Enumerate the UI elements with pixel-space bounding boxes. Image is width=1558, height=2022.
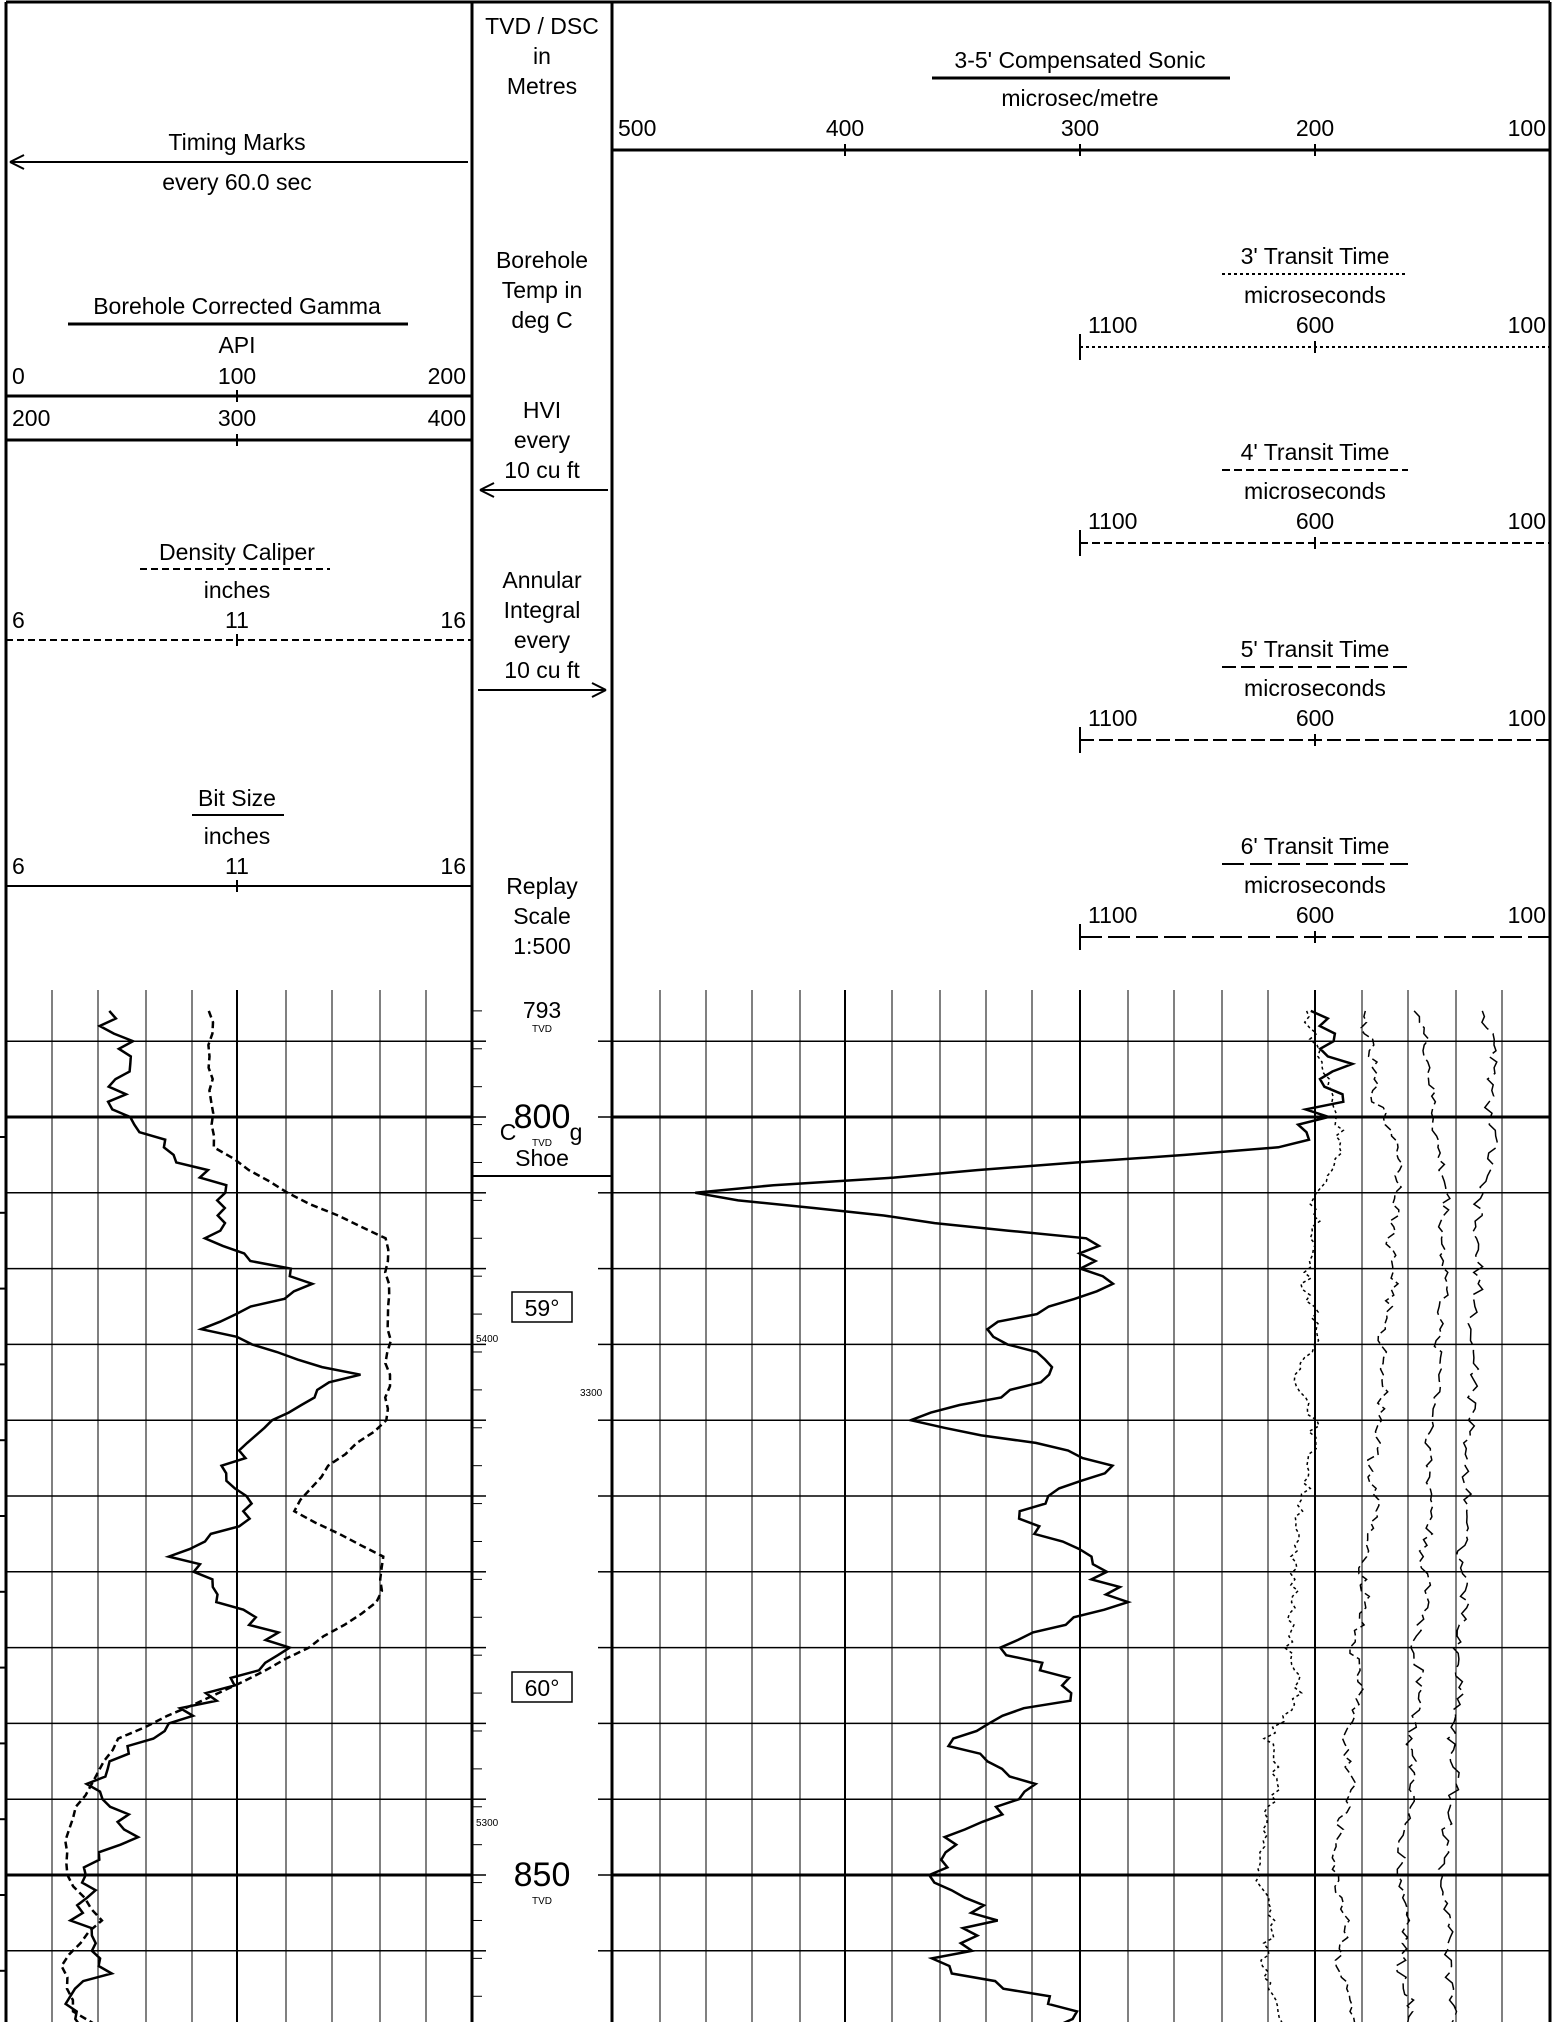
- transit-title: 6' Transit Time: [1241, 833, 1390, 859]
- transit-unit: microseconds: [1244, 675, 1386, 701]
- temp-box: [511, 1291, 573, 1323]
- log-curves: [60, 1009, 1498, 2022]
- caliper-scale-min: 6: [12, 607, 25, 633]
- sonic-scale-label: 100: [1508, 115, 1546, 141]
- transit-title: 3' Transit Time: [1241, 243, 1390, 269]
- transit-title: 5' Transit Time: [1241, 636, 1390, 662]
- transit-scale-mid: 600: [1296, 508, 1334, 534]
- replay-header-line: 1:500: [513, 933, 571, 959]
- casing-label-c: C: [500, 1119, 517, 1145]
- transit-unit: microseconds: [1244, 872, 1386, 898]
- transit-scale-max: 100: [1508, 508, 1546, 534]
- timing-marks-subtitle: every 60.0 sec: [162, 169, 312, 195]
- bitsize-unit: inches: [204, 823, 270, 849]
- transit-scale-max: 100: [1508, 705, 1546, 731]
- transit-scale-min: 1100: [1088, 508, 1137, 534]
- timing-marks-arrow-head: [9, 154, 25, 170]
- curve-6-transit-time: [1437, 1010, 1498, 2022]
- annular-header-line: Annular: [502, 567, 582, 593]
- transit-scale-max: 100: [1508, 902, 1546, 928]
- temp-header-line: Borehole: [496, 247, 588, 273]
- gamma-scale2-min: 200: [12, 405, 50, 431]
- transit-scale-mid: 600: [1296, 312, 1334, 338]
- depth-header-line: Metres: [507, 73, 577, 99]
- sonic-scale-label: 400: [826, 115, 864, 141]
- curve-3-5-compensated-sonic: [695, 1009, 1357, 2022]
- gamma-scale2-max: 400: [428, 405, 466, 431]
- annular-header-line: 10 cu ft: [504, 657, 580, 683]
- track-headers: Timing Marks every 60.0 sec Borehole Corre…: [6, 13, 1550, 959]
- transit-scale-min: 1100: [1088, 902, 1137, 928]
- gamma-scale2-mid: 300: [218, 405, 256, 431]
- transit-scale-min: 1100: [1088, 312, 1137, 338]
- replay-header-line: Replay: [506, 873, 578, 899]
- sonic-unit: microsec/metre: [1001, 85, 1158, 111]
- curve-3-transit-time: [1255, 1010, 1345, 2022]
- depth-tag-850: TVD: [532, 1896, 552, 1907]
- transit-scale-min: 1100: [1088, 705, 1137, 731]
- small-mark-label: 3300: [580, 1388, 603, 1399]
- transit-scale-mid: 600: [1296, 902, 1334, 928]
- gamma-scale1-max: 200: [428, 363, 466, 389]
- caliper-title: Density Caliper: [159, 539, 315, 565]
- transit-scale-mid: 600: [1296, 705, 1334, 731]
- bitsize-scale-min: 6: [12, 853, 25, 879]
- replay-header-line: Scale: [513, 903, 571, 929]
- curve-5-transit-time: [1395, 1010, 1451, 2022]
- temp-box: [511, 1671, 573, 1703]
- curve-borehole-corrected-gamma: [63, 1010, 361, 2022]
- caliper-unit: inches: [204, 577, 270, 603]
- casing-label-g: g: [570, 1119, 583, 1145]
- caliper-scale-max: 16: [440, 607, 466, 633]
- gamma-scale1-mid: 100: [218, 363, 256, 389]
- temp-header-line: Temp in: [502, 277, 583, 303]
- sonic-scale-label: 300: [1061, 115, 1099, 141]
- hvi-arrow-head: [479, 482, 495, 498]
- annular-header-line: Integral: [504, 597, 581, 623]
- temp-label: 60°: [525, 1675, 560, 1701]
- depth-header-line: TVD / DSC: [485, 13, 599, 39]
- transit-unit: microseconds: [1244, 282, 1386, 308]
- annular-header-line: every: [514, 627, 571, 653]
- hvi-header-line: 10 cu ft: [504, 457, 580, 483]
- depth-header-line: in: [533, 43, 551, 69]
- depth-label-800: 800: [514, 1098, 571, 1136]
- annular-arrow-head: [591, 682, 607, 698]
- transit-title: 4' Transit Time: [1241, 439, 1390, 465]
- temp-header-line: deg C: [511, 307, 572, 333]
- depth-label-793: 793: [523, 997, 561, 1023]
- hvi-header-line: every: [514, 427, 571, 453]
- gamma-unit: API: [218, 332, 255, 358]
- sonic-scale-label: 500: [618, 115, 656, 141]
- track-frame: [4, 0, 1552, 2022]
- curve-4-transit-time: [1331, 1010, 1404, 2022]
- temp-label: 59°: [525, 1295, 560, 1321]
- gamma-title: Borehole Corrected Gamma: [93, 293, 381, 319]
- sonic-scale-label: 200: [1296, 115, 1334, 141]
- hvi-header-line: HVI: [523, 397, 561, 423]
- transit-scale-max: 100: [1508, 312, 1546, 338]
- depth-grid: [0, 990, 1550, 2022]
- small-mark-label: 5400: [476, 1334, 499, 1345]
- caliper-scale-mid: 11: [225, 607, 249, 633]
- small-mark-label: 5300: [476, 1818, 499, 1829]
- curve-density-caliper: [60, 1010, 393, 2022]
- bitsize-scale-mid: 11: [225, 853, 249, 879]
- timing-marks-title: Timing Marks: [168, 129, 305, 155]
- casing-label-shoe: Shoe: [515, 1145, 569, 1171]
- depth-label-850: 850: [514, 1856, 571, 1894]
- depth-tag-800: TVD: [532, 1138, 552, 1149]
- depth-tag-793: TVD: [532, 1024, 552, 1035]
- sonic-title: 3-5' Compensated Sonic: [954, 47, 1205, 73]
- transit-unit: microseconds: [1244, 478, 1386, 504]
- bitsize-title: Bit Size: [198, 785, 276, 811]
- bitsize-scale-max: 16: [440, 853, 466, 879]
- gamma-scale1-min: 0: [12, 363, 25, 389]
